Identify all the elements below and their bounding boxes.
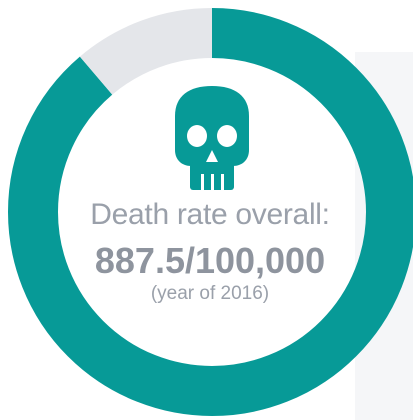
death-rate-value: 887.5/100,000	[94, 240, 326, 281]
death-rate-label: Death rate overall:	[90, 198, 330, 231]
donut-slice-remainder	[8, 8, 413, 416]
skull-details	[187, 125, 237, 190]
year-note: (year of 2016)	[150, 283, 270, 304]
